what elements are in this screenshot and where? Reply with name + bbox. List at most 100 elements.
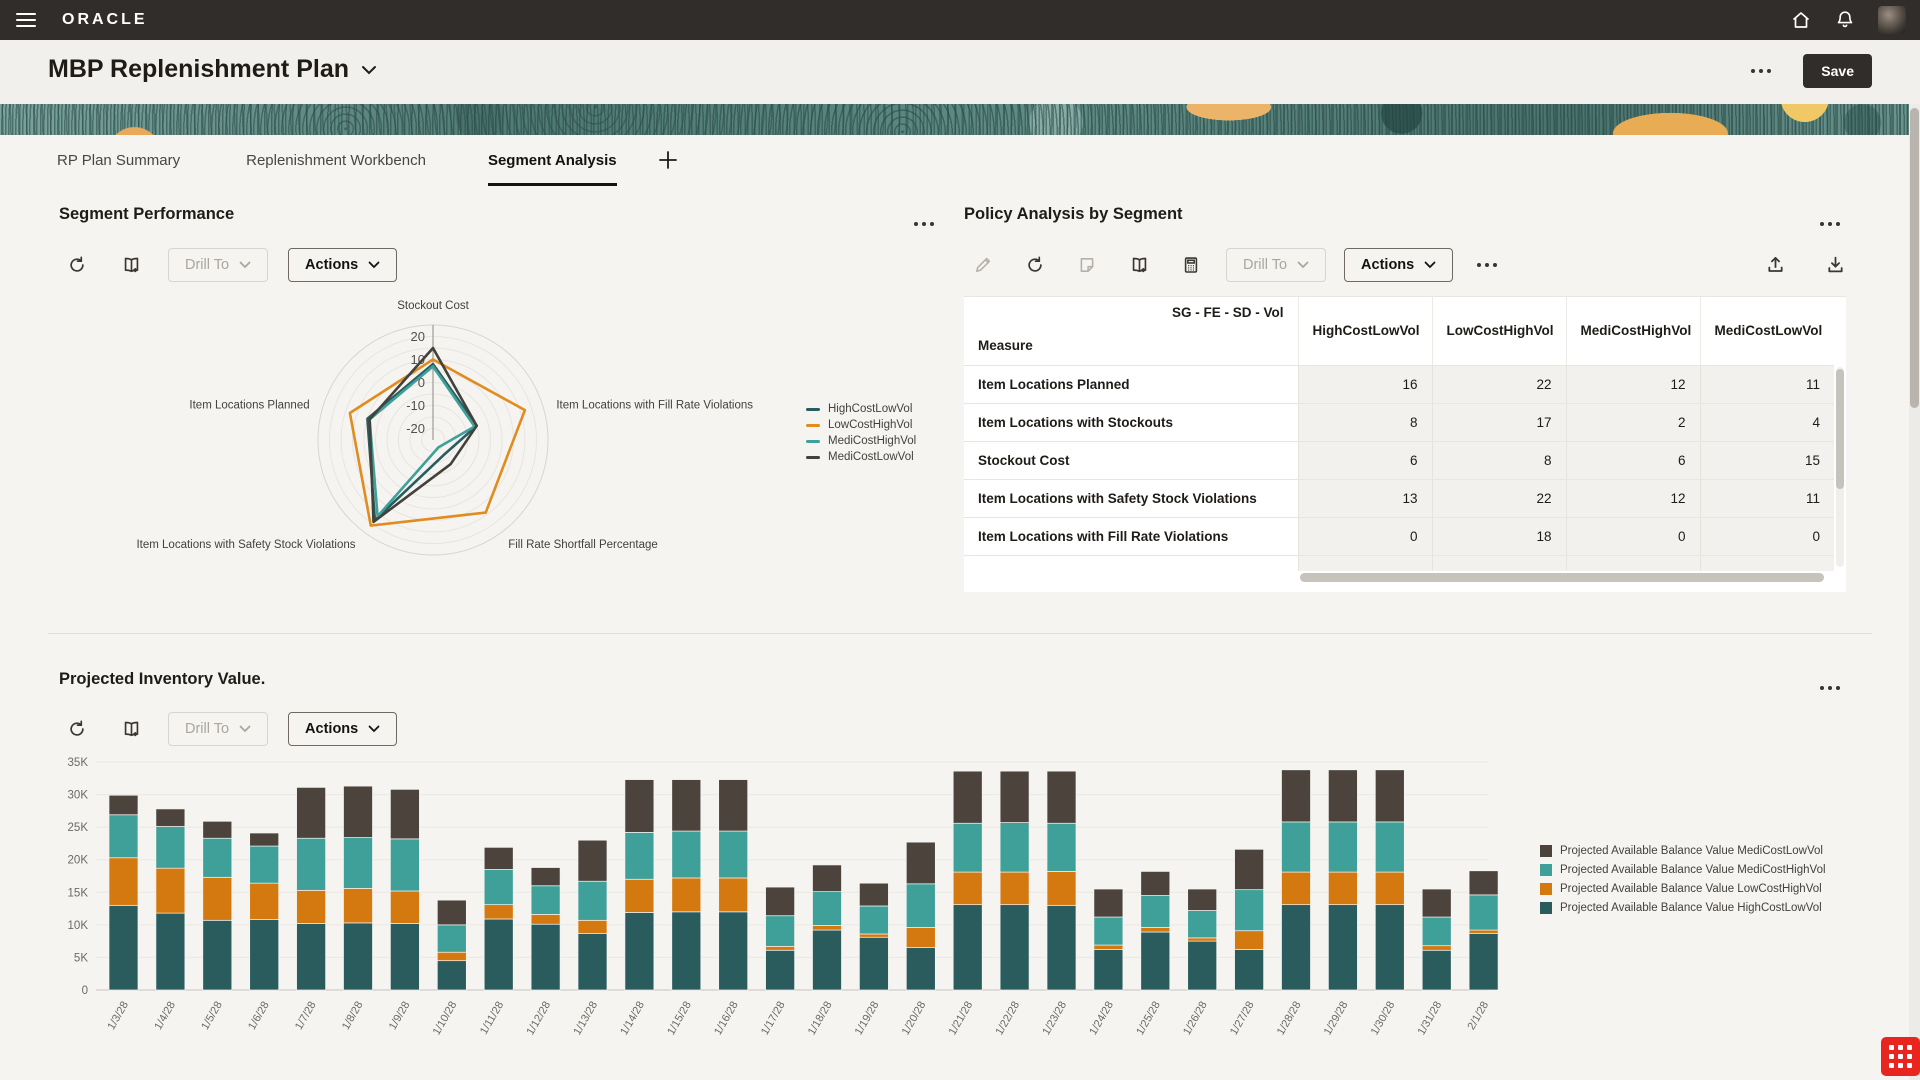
radar-tick-label: 0 — [418, 375, 425, 390]
table-row[interactable]: Item Locations Planned 16 22 12 11 — [964, 365, 1834, 404]
bookmark-add-icon[interactable] — [114, 249, 148, 281]
actions-button[interactable]: Actions — [1344, 248, 1454, 282]
table-row[interactable]: Item Locations with Stockouts 8 17 2 4 — [964, 403, 1834, 442]
notifications-bell-icon[interactable] — [1834, 9, 1856, 31]
page-scrollbar[interactable] — [1909, 104, 1920, 1080]
refresh-icon[interactable] — [60, 249, 94, 281]
policy-analysis-table: SG - FE - SD - Vol HighCostLowVol LowCostH… — [964, 296, 1846, 592]
table-horizontal-scrollbar[interactable] — [1300, 573, 1824, 582]
calculator-icon[interactable] — [1174, 249, 1208, 281]
bar-xtick-label: 1/10/28 — [431, 1000, 460, 1038]
save-button[interactable]: Save — [1803, 54, 1872, 88]
bar-segment — [530, 923, 561, 991]
bar-xtick-label: 1/26/28 — [1181, 1000, 1210, 1038]
bar-segment — [905, 841, 936, 885]
bar-segment — [999, 871, 1030, 906]
bar-segment — [1093, 949, 1124, 991]
bar-segment — [296, 923, 326, 991]
bar-segment — [1468, 870, 1499, 896]
radar-axis-label: Item Locations Planned — [189, 399, 309, 411]
bar-segment — [765, 886, 795, 917]
legend-swatch — [806, 423, 820, 427]
note-icon[interactable] — [1070, 249, 1104, 281]
drill-to-button[interactable]: Drill To — [168, 712, 269, 746]
chevron-down-icon — [239, 725, 251, 733]
table-value-cell: 6 — [1297, 441, 1432, 480]
feedback-widget-icon[interactable] — [1881, 1037, 1920, 1076]
tab-rp-plan-summary[interactable]: RP Plan Summary — [57, 152, 181, 169]
bar-segment — [1140, 895, 1171, 928]
bar-segment — [671, 830, 702, 879]
bar-segment — [952, 770, 983, 824]
table-value-cell: 15 — [1699, 441, 1834, 480]
bar-xtick-label: 1/6/28 — [246, 1000, 272, 1032]
radar-tick-label: 20 — [411, 329, 425, 344]
bar-segment — [343, 837, 373, 889]
bar-segment — [577, 839, 608, 882]
table-value-cell: 16 — [1297, 365, 1432, 404]
home-icon[interactable] — [1790, 9, 1812, 31]
bar-xtick-label: 1/28/28 — [1275, 1000, 1304, 1038]
table-value-cell: 13 — [1297, 479, 1432, 518]
bar-chart-legend: Projected Available Balance Value MediCo… — [1540, 845, 1826, 921]
drill-to-button[interactable]: Drill To — [1226, 248, 1327, 282]
actions-button[interactable]: Actions — [288, 712, 398, 746]
bar-segment — [1421, 888, 1452, 918]
bar-segment — [577, 919, 608, 934]
page-overflow-menu-icon[interactable] — [1745, 63, 1777, 79]
radar-tick-label: -20 — [406, 421, 425, 436]
bar-segment — [1140, 927, 1171, 933]
bar-xtick-label: 1/22/28 — [993, 1000, 1022, 1038]
user-avatar[interactable] — [1878, 6, 1906, 34]
title-chevron-down-icon[interactable] — [361, 65, 377, 75]
table-row[interactable]: Item Locations with Safety Stock Violati… — [964, 479, 1834, 518]
edit-pencil-icon[interactable] — [966, 249, 1000, 281]
bookmark-add-icon[interactable] — [1122, 249, 1156, 281]
bar-segment — [624, 912, 655, 991]
bar-segment — [249, 919, 280, 991]
bar-segment — [1187, 910, 1218, 939]
bar-segment — [390, 890, 420, 924]
download-icon[interactable] — [1818, 248, 1852, 280]
table-value-cell: 11 — [1699, 479, 1834, 518]
refresh-icon[interactable] — [1018, 249, 1052, 281]
table-measure-cell: Item Locations with Safety Stock Violati… — [964, 479, 1298, 518]
add-tab-icon[interactable] — [657, 149, 679, 171]
bar-xtick-label: 1/25/28 — [1134, 1000, 1163, 1038]
projected-inventory-overflow-icon[interactable] — [1814, 680, 1846, 696]
bar-xtick-label: 1/16/28 — [712, 1000, 741, 1038]
table-vertical-scrollbar[interactable] — [1836, 367, 1844, 567]
bar-segment — [108, 904, 139, 991]
legend-swatch — [1540, 864, 1552, 876]
table-row[interactable]: Stockout Cost 6 8 6 15 — [964, 441, 1834, 480]
table-measure-header: Measure — [964, 327, 1298, 366]
bookmark-add-icon[interactable] — [114, 713, 148, 745]
bar-xtick-label: 1/27/28 — [1228, 1000, 1257, 1038]
bar-xtick-label: 1/14/28 — [618, 1000, 647, 1038]
segment-performance-overflow-icon[interactable] — [908, 216, 940, 232]
bar-segment — [1234, 889, 1264, 932]
tab-replenishment-workbench[interactable]: Replenishment Workbench — [246, 152, 426, 169]
bar-segment — [999, 904, 1030, 991]
actions-button[interactable]: Actions — [288, 248, 398, 282]
toolbar-overflow-icon[interactable] — [1471, 257, 1503, 273]
upload-icon[interactable] — [1758, 248, 1792, 280]
bar-segment — [483, 918, 514, 991]
bar-segment — [202, 820, 233, 839]
table-row[interactable]: Item Locations with Fill Rate Violations… — [964, 517, 1834, 556]
hamburger-menu-icon[interactable] — [16, 13, 36, 27]
refresh-icon[interactable] — [60, 713, 94, 745]
drill-to-button[interactable]: Drill To — [168, 248, 269, 282]
bar-segment — [952, 871, 983, 906]
bar-segment — [765, 949, 795, 991]
bar-segment — [1234, 848, 1264, 891]
bar-segment — [671, 911, 702, 991]
tab-segment-analysis[interactable]: Segment Analysis — [487, 152, 617, 186]
radar-legend: HighCostLowVol LowCostHighVol MediCostHigh… — [806, 403, 916, 467]
bar-segment — [624, 832, 655, 880]
policy-analysis-overflow-icon[interactable] — [1814, 216, 1846, 232]
page-header: MBP Replenishment Plan Save — [0, 40, 1920, 104]
legend-item: Projected Available Balance Value MediCo… — [1540, 845, 1826, 857]
bar-segment — [202, 876, 233, 921]
legend-swatch — [806, 407, 820, 411]
